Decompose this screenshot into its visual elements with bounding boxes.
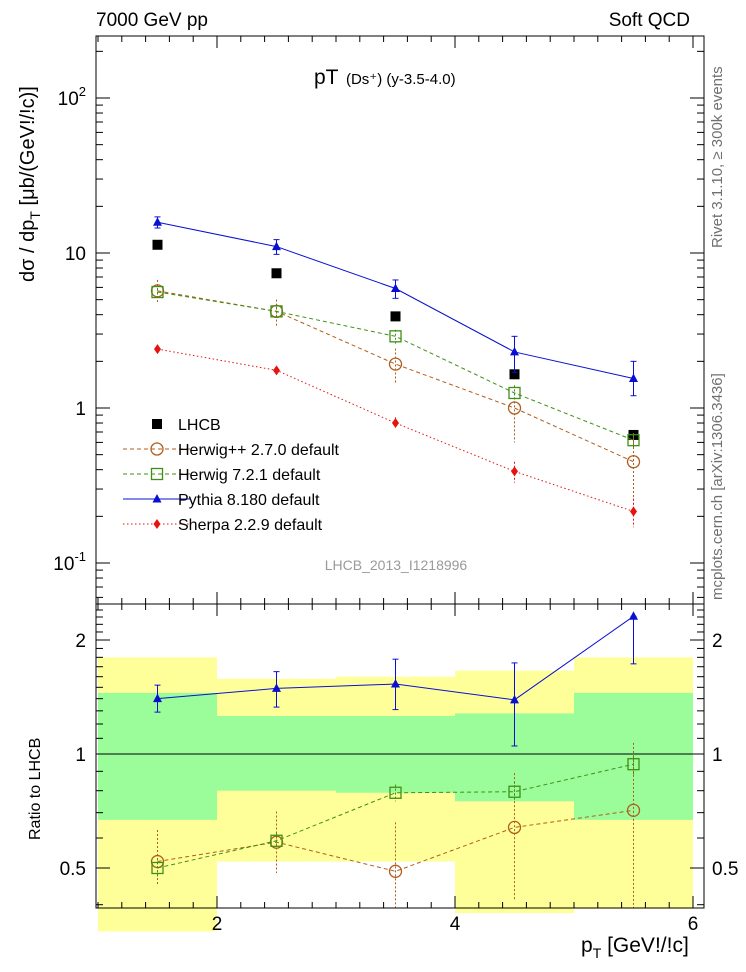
ratio-point [510,694,519,704]
main-series-line [157,291,634,441]
ratio-point [391,679,400,688]
main-ylabel-sub: T [27,211,43,220]
ratio-y-tick-label: 2 [75,631,86,652]
main-point [152,239,163,250]
main-point [507,401,522,415]
legend-label: Herwig++ 2.7.0 default [178,442,340,459]
main-series [154,344,637,528]
ratio-y-tick-label-right: 2 [712,631,723,652]
header-left: 7000 GeV pp [96,10,208,31]
ratio-y-tick-label: 0.5 [60,859,86,880]
main-point [154,344,161,355]
main-point [151,285,164,299]
ratio-series [153,611,638,747]
ratio-point [627,758,640,771]
ratio-band-green [98,692,217,820]
side-text-mcplots: mcplots.cern.ch [arXiv:1306.3436] [709,373,726,600]
main-series-line [157,348,634,512]
ratio-band-green [217,715,336,791]
legend-entry: Herwig 7.2.1 default [123,467,321,484]
main-point [389,330,402,343]
legend-marker [150,442,164,456]
legend-marker [152,419,162,429]
main-point [626,455,641,469]
xlabel: pT [GeV!/!c] [581,934,689,961]
ratio-point [272,683,281,692]
plot-title: pT (Ds⁺) (y-3.5-4.0) [314,66,456,89]
ratio-plot-frame [95,603,705,909]
main-point [508,386,521,400]
side-text-rivet: Rivet 3.1.10, ≥ 300k events [709,66,726,248]
main-point [630,506,637,517]
main-point [392,418,399,429]
plot-title-sub: (Ds⁺) (y-3.5-4.0) [346,71,456,88]
legend-entry: LHCB [152,417,221,434]
legend-marker [150,467,164,481]
legend-label: Sherpa 2.2.9 default [178,517,323,534]
legend-marker [152,494,162,503]
main-series [151,285,640,449]
main-point [388,357,403,371]
ratio-point [507,820,522,835]
ratio-point [270,834,283,847]
tick-exponent: 2 [79,84,86,99]
tick-base: 10 [53,554,74,575]
main-point [270,305,283,318]
ratio-y-tick-label: 1 [75,745,86,766]
main-y-tick-label: 1 [75,399,86,420]
main-point [627,434,640,447]
ratio-point [153,693,162,703]
legend-label: Pythia 8.180 default [178,492,320,509]
xlabel-sub: T [593,945,602,961]
ratio-series [151,752,640,879]
legend-entry: Herwig++ 2.7.0 default [123,442,340,459]
plot-title-main: pT [314,66,339,89]
xlabel-main: p [581,934,593,957]
ratio-point [151,861,164,875]
main-point [629,373,638,382]
main-point [391,283,400,293]
legend-label: LHCB [178,417,221,434]
main-ylabel: dσ / dpT [μb/(GeV!/!c)] [17,86,43,282]
x-tick-label: 2 [212,914,223,935]
header-right: Soft QCD [609,10,690,31]
main-series-line [157,221,634,379]
main-point [390,311,401,322]
main-point [511,466,518,477]
main-point [153,217,162,226]
xlabel-unit: [GeV!/!c] [601,934,689,957]
ratio-point [388,864,403,878]
legend-marker [153,519,161,529]
main-y-tick-label: 10 [65,244,86,265]
main-y-tick-label: 10-1 [53,549,86,575]
ratio-y-tick-label-right: 0.5 [712,859,738,880]
ratio-ylabel: Ratio to LHCB [27,738,44,840]
main-point [509,369,520,380]
ratio-point [629,611,638,620]
main-point [272,241,281,251]
main-ylabel-main: dσ / dp [17,220,39,282]
x-tick-label: 4 [450,914,461,935]
ratio-series-line [157,809,634,872]
watermark: LHCB_2013_I1218996 [325,557,468,573]
ratio-point [389,786,402,799]
main-series [153,216,638,397]
main-ylabel-unit: [μb/(GeV!/!c)] [17,86,39,211]
main-point [271,268,282,279]
legend-entry: Sherpa 2.2.9 default [123,517,323,534]
legend-entry: Pythia 8.180 default [123,492,320,509]
legend-label: Herwig 7.2.1 default [178,467,321,484]
main-series [152,239,639,440]
ratio-y-tick-label-right: 1 [712,745,723,766]
tick-base: 10 [58,89,79,110]
main-y-tick-label: 102 [58,84,86,110]
main-point [510,346,519,356]
ratio-point [626,803,641,817]
ratio-point [508,785,521,798]
x-tick-label: 6 [688,914,699,935]
tick-exponent: -1 [74,549,86,564]
main-point [273,365,280,376]
